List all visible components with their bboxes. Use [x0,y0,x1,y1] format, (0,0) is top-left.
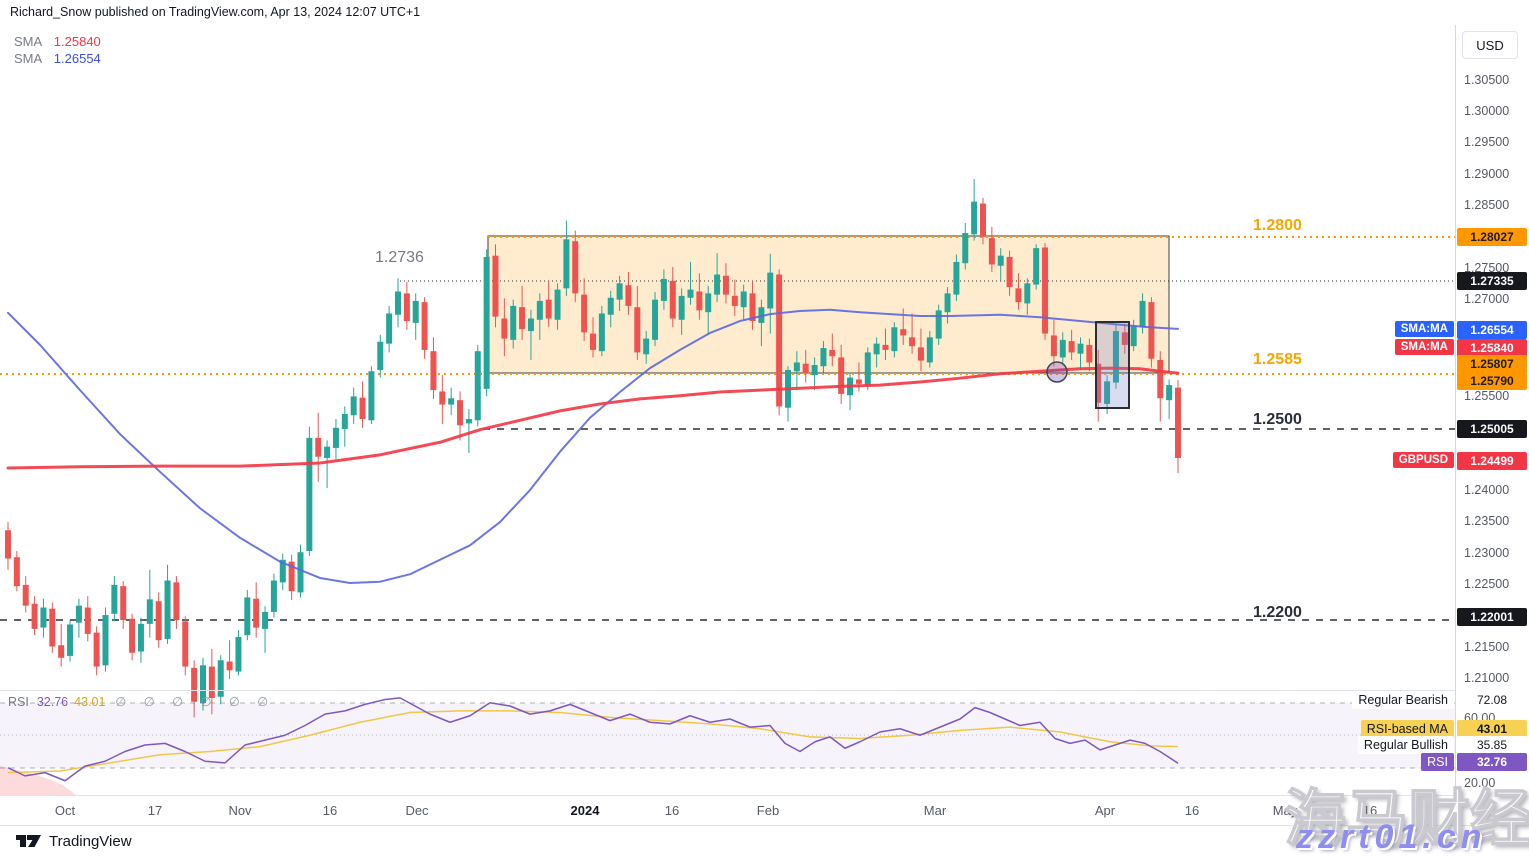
footer-bar: TradingView [0,826,1529,857]
time-axis-label-Oct: Oct [54,803,76,818]
rsi-tick-20.00: 20.00 [1464,776,1496,790]
rsi-tag-regular-bullish: Regular Bullish [1357,736,1454,754]
rsi-label: RSI [8,695,29,709]
time-axis-label-16: 16 [1362,803,1378,818]
price-value-flag-1.24499: 1.24499 [1457,452,1527,470]
tradingview-logo[interactable]: TradingView [16,832,132,850]
price-tick-1.30500: 1.30500 [1464,73,1510,87]
sma-blue-line[interactable] [7,308,1179,585]
time-axis-label-Mar: Mar [923,803,947,818]
price-tag-sma:ma: SMA:MA [1394,339,1454,355]
sma-legend-row-2: SMA 1.26554 [14,50,101,67]
price-value-flag-1.28027: 1.28027 [1457,228,1527,246]
rsi-value-flag-32.76: 32.76 [1457,753,1527,771]
currency-toggle-button[interactable]: USD [1462,31,1518,59]
price-tag-gbpusd: GBPUSD [1392,452,1454,468]
level-label-1.2800: 1.2800 [1253,217,1302,234]
price-tick-1.30000: 1.30000 [1464,104,1510,118]
time-axis[interactable]: Oct 17 Nov 16 Dec 2024 16 Feb Mar Apr 16 May 16 [0,796,1455,825]
rsi-ma-value: 43.01 [74,695,106,709]
price-scale[interactable]: USD 1.30500 1.30000 1.29500 1.29000 1.28500 1… [1455,25,1529,825]
rsi-tag-rsi: RSI [1421,753,1454,771]
time-axis-label-16: 16 [1184,803,1200,818]
indicator-legend: SMA 1.25840 SMA 1.26554 [14,33,101,67]
price-value-flag-1.25005: 1.25005 [1457,420,1527,438]
rsi-disabled-divergence-icons: ∅ ∅ ∅ ∅ ∅ ∅ [115,695,276,709]
price-tick-1.23500: 1.23500 [1464,514,1510,528]
sma-red-value: 1.25840 [53,34,101,49]
footer-separator [0,825,1529,826]
price-tick-1.21500: 1.21500 [1464,640,1510,654]
sma-legend-row-1: SMA 1.25840 [14,33,101,50]
price-tick-1.29000: 1.29000 [1464,167,1510,181]
price-tick-1.22500: 1.22500 [1464,577,1510,591]
level-label-1.2736: 1.2736 [375,249,424,266]
publish-info: Richard_Snow published on TradingView.co… [10,5,421,19]
circle-marker[interactable] [1046,361,1068,383]
sma-blue-value: 1.26554 [53,51,101,66]
panel-separator[interactable] [0,690,1529,691]
price-tick-1.23000: 1.23000 [1464,546,1510,560]
time-axis-label-Feb: Feb [756,803,780,818]
rsi-ma-line[interactable] [7,710,1179,774]
rsi-value-flag-35.85: 35.85 [1457,736,1527,754]
time-axis-label-Nov: Nov [228,803,252,818]
time-axis-label-May: May [1272,803,1298,818]
rsi-line[interactable] [7,697,1179,782]
sma-label-2: SMA [14,51,43,66]
time-axis-label-16: 16 [664,803,680,818]
rsi-value-flag-72.08: 72.08 [1457,691,1527,709]
rsi-tag-regular-bearish: Regular Bearish [1352,691,1454,709]
time-axis-separator [0,795,1529,796]
time-axis-label-Apr: Apr [1094,803,1116,818]
consolidation-range-box [487,235,1170,374]
price-tick-1.27500: 1.27500 [1464,261,1510,275]
tradingview-brand-text: TradingView [49,832,132,850]
sma-label: SMA [14,34,43,49]
level-label-1.2500: 1.2500 [1253,411,1302,428]
price-tick-1.21000: 1.21000 [1464,671,1510,685]
price-tick-1.27000: 1.27000 [1464,292,1510,306]
price-value-flag-1.25840: 1.25840 [1457,339,1527,357]
level-label-1.2585: 1.2585 [1253,351,1302,368]
time-axis-label-17: 17 [147,803,163,818]
price-tick-1.28500: 1.28500 [1464,198,1510,212]
price-value-flag-1.25807: 1.25807 [1457,355,1527,373]
price-value-flag-1.22001: 1.22001 [1457,608,1527,626]
price-and-rsi-plot: 1.2736 1.2800 1.2585 1.2500 1.2200 [0,179,1455,795]
price-tag-sma:ma: SMA:MA [1394,321,1454,337]
price-value-flag-1.25790: 1.25790 [1457,372,1527,390]
highlight-rectangle[interactable] [1095,321,1130,409]
rsi-legend: RSI 32.76 43.01 ∅ ∅ ∅ ∅ ∅ ∅ [8,694,275,709]
publish-header: Richard_Snow published on TradingView.co… [0,0,1529,25]
time-axis-label-2024: 2024 [570,803,600,818]
rsi-value: 32.76 [36,695,69,709]
rsi-tag-rsi-based-ma: RSI-based MA [1360,720,1454,738]
time-axis-label-Dec: Dec [405,803,429,818]
rsi-value-flag-43.01: 43.01 [1457,720,1527,738]
price-value-flag-1.27335: 1.27335 [1457,272,1527,290]
level-label-1.2200: 1.2200 [1253,604,1302,621]
tradingview-logo-icon [16,835,41,847]
chart-canvas[interactable]: 1.2736 1.2800 1.2585 1.2500 1.2200 [0,25,1455,795]
price-tick-1.29500: 1.29500 [1464,135,1510,149]
price-tick-1.24000: 1.24000 [1464,483,1510,497]
price-tick-1.25500: 1.25500 [1464,389,1510,403]
time-axis-label-16: 16 [322,803,338,818]
candles-group [5,179,1181,718]
sma-red-line[interactable] [6,366,1180,470]
price-value-flag-1.26554: 1.26554 [1457,321,1527,339]
